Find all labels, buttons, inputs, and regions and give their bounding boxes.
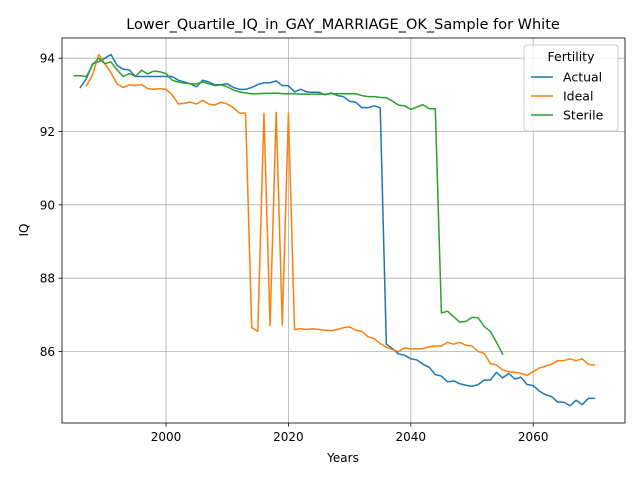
x-tick-label: 2060 [518, 430, 549, 444]
x-axis-label: Years [326, 451, 359, 465]
y-tick-label: 94 [40, 52, 55, 66]
x-tick-label: 2000 [151, 430, 182, 444]
y-tick-label: 92 [40, 125, 55, 139]
legend-title: Fertility [548, 49, 596, 64]
chart-title: Lower_Quartile_IQ_in_GAY_MARRIAGE_OK_Sam… [126, 17, 560, 33]
legend-label-ideal: Ideal [563, 89, 593, 104]
x-tick-label: 2020 [273, 430, 304, 444]
legend: Fertility Actual Ideal Sterile [524, 45, 618, 131]
y-axis-label: IQ [17, 224, 31, 237]
y-tick-label: 90 [40, 198, 55, 212]
y-tick-label: 88 [40, 272, 55, 286]
x-tick-label: 2040 [396, 430, 427, 444]
legend-label-actual: Actual [563, 70, 602, 85]
legend-entries: Actual Ideal Sterile [531, 70, 604, 123]
legend-label-sterile: Sterile [563, 108, 604, 123]
y-tick-label: 86 [40, 345, 55, 359]
